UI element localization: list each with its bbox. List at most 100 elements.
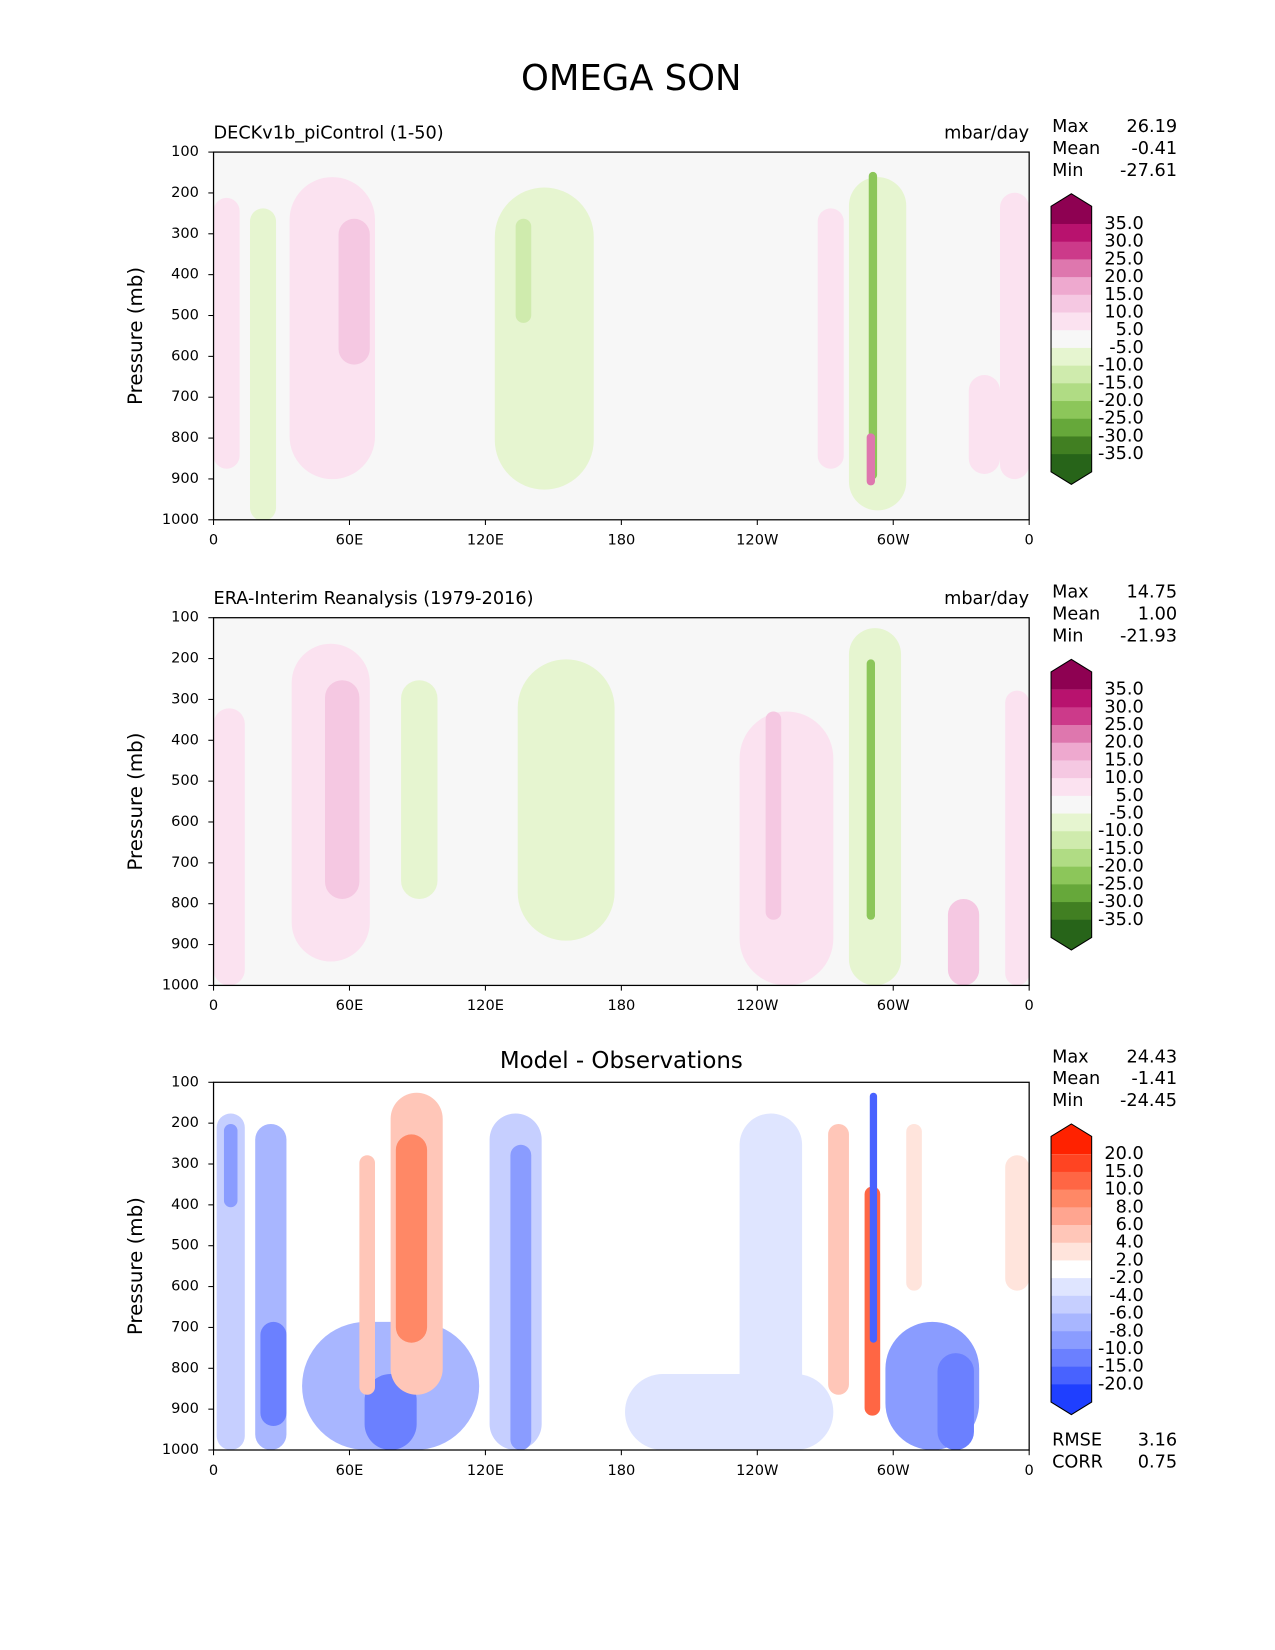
stat-name: Mean xyxy=(1052,139,1100,159)
stat-value: -0.41 xyxy=(1131,139,1177,159)
colorbar-label: -10.0 xyxy=(1098,821,1144,841)
x-tick-label: 120W xyxy=(736,1462,778,1479)
colorbar-label: -2.0 xyxy=(1109,1268,1144,1288)
stat-value: 26.19 xyxy=(1126,117,1177,137)
colorbar-extend-bottom xyxy=(1051,919,1092,950)
x-tick-label: 0 xyxy=(209,997,218,1014)
colorbar-label: 4.0 xyxy=(1116,1233,1144,1253)
x-tick-label: 60W xyxy=(877,997,910,1014)
colorbar-swatch xyxy=(1051,1278,1092,1297)
y-tick-label: 800 xyxy=(171,1359,199,1376)
x-tick-label: 60W xyxy=(877,532,910,549)
colorbar-label: 20.0 xyxy=(1104,1144,1143,1164)
figure-title: OMEGA SON xyxy=(521,58,742,99)
contour-region xyxy=(325,680,360,899)
x-tick-label: 180 xyxy=(607,1462,635,1479)
colorbar-label: 30.0 xyxy=(1104,697,1143,717)
colorbar-swatch xyxy=(1051,1154,1092,1173)
colorbar-swatch xyxy=(1051,742,1092,761)
y-tick-label: 700 xyxy=(171,388,199,405)
colorbar-swatch xyxy=(1051,312,1092,331)
y-tick-label: 1000 xyxy=(162,1441,199,1458)
y-tick-label: 300 xyxy=(171,690,199,707)
colorbar-extend-top xyxy=(1051,1123,1092,1155)
x-tick-label: 0 xyxy=(209,532,218,549)
y-tick-label: 700 xyxy=(171,1318,199,1335)
contour-region xyxy=(260,1321,287,1427)
colorbar-swatch xyxy=(1051,223,1092,243)
stat-name: Max xyxy=(1052,583,1089,603)
contour-region xyxy=(868,171,878,480)
stat-value: -27.61 xyxy=(1120,161,1177,181)
colorbar-swatch xyxy=(1051,1242,1092,1261)
contour-region xyxy=(510,1144,532,1450)
colorbar-label: -5.0 xyxy=(1109,338,1144,358)
colorbar-swatch xyxy=(1051,707,1092,726)
y-tick-label: 700 xyxy=(171,854,199,871)
stat-value: 1.00 xyxy=(1138,605,1177,625)
y-tick-label: 600 xyxy=(171,1278,199,1295)
x-tick-label: 60E xyxy=(336,997,364,1014)
contour-region xyxy=(494,187,594,490)
colorbar-label: 10.0 xyxy=(1104,768,1143,788)
colorbar-label: 20.0 xyxy=(1104,733,1143,753)
colorbar-label: 15.0 xyxy=(1104,1162,1143,1182)
contour-region xyxy=(213,197,240,469)
colorbar-swatch xyxy=(1051,383,1092,402)
colorbar-outline xyxy=(1050,1123,1093,1416)
contour-region xyxy=(250,208,277,520)
colorbar-label: 2.0 xyxy=(1116,1250,1144,1270)
contour-region xyxy=(765,711,782,920)
contour-field xyxy=(213,628,1030,986)
colorbar-label: 15.0 xyxy=(1104,285,1143,305)
colorbar-swatch xyxy=(1051,1366,1092,1385)
stat-name: CORR xyxy=(1052,1453,1103,1473)
contour-region xyxy=(223,1123,238,1208)
y-tick-label: 200 xyxy=(171,650,199,667)
panel-title: ERA-Interim Reanalysis (1979-2016) xyxy=(214,589,534,609)
y-tick-label: 900 xyxy=(171,936,199,953)
colorbar-label: -25.0 xyxy=(1098,874,1144,894)
colorbar-swatch xyxy=(1051,1207,1092,1226)
colorbar-swatch xyxy=(1051,418,1092,437)
x-tick-label: 120W xyxy=(736,997,778,1014)
colorbar-label: -35.0 xyxy=(1098,444,1144,464)
y-tick-label: 400 xyxy=(171,1196,199,1213)
contour-region xyxy=(364,1373,417,1450)
contour-field xyxy=(216,1092,1030,1450)
colorbar-label: 5.0 xyxy=(1116,786,1144,806)
colorbar-label: -5.0 xyxy=(1109,804,1144,824)
colorbar-label: 10.0 xyxy=(1104,1180,1143,1200)
colorbar-swatch xyxy=(1051,866,1092,885)
colorbar-label: 10.0 xyxy=(1104,303,1143,323)
colorbar-label: 15.0 xyxy=(1104,750,1143,770)
colorbar-outline xyxy=(1050,193,1093,485)
contour-region xyxy=(359,1155,375,1395)
colorbar-swatch xyxy=(1051,689,1092,708)
stat-value: 14.75 xyxy=(1126,583,1177,603)
x-tick-label: 60W xyxy=(877,1462,910,1479)
colorbar-swatch xyxy=(1051,795,1092,815)
contour-region xyxy=(1000,192,1030,480)
stat-value: 0.75 xyxy=(1138,1453,1177,1473)
colorbar-swatch xyxy=(1051,902,1092,921)
colorbar-label: -15.0 xyxy=(1098,1357,1144,1377)
colorbar-label: -4.0 xyxy=(1109,1286,1144,1306)
x-tick-label: 180 xyxy=(607,997,635,1014)
contour-region xyxy=(817,208,844,469)
stat-name: Max xyxy=(1052,1047,1089,1067)
x-tick-label: 120E xyxy=(467,1462,504,1479)
colorbar-label: -10.0 xyxy=(1098,1339,1144,1359)
y-tick-label: 800 xyxy=(171,429,199,446)
units: mbar/day xyxy=(944,123,1029,143)
y-tick-label: 300 xyxy=(171,225,199,242)
x-tick-label: 0 xyxy=(1025,997,1034,1014)
contour-region xyxy=(937,1353,974,1450)
contour-region xyxy=(866,659,875,920)
colorbar-swatch xyxy=(1051,259,1092,278)
contour-region xyxy=(866,433,875,486)
contour-region xyxy=(517,659,615,941)
y-tick-label: 100 xyxy=(171,609,199,626)
colorbar-swatch xyxy=(1051,347,1092,367)
